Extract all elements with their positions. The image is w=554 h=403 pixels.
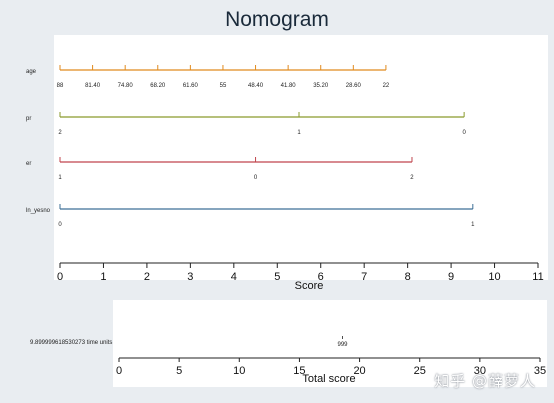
predictor-tick-label: 35.20: [313, 83, 329, 89]
bottom-panel: [113, 300, 547, 387]
score-axis-tick-label: 1: [100, 271, 106, 283]
predictor-tick-label: 55: [220, 83, 227, 89]
predictor-tick-label: 0: [58, 222, 62, 228]
score-axis-tick-label: 6: [318, 271, 324, 283]
total-axis-tick-label: 30: [474, 365, 486, 377]
survival-value: 999: [338, 342, 349, 348]
score-axis-tick-label: 0: [57, 271, 63, 283]
survival-label: 9.899999618530273 time units: [30, 340, 112, 346]
total-axis-tick-label: 5: [176, 365, 182, 377]
predictor-label-er: er: [26, 161, 31, 167]
score-axis-tick-label: 7: [361, 271, 367, 283]
score-axis-tick-label: 2: [144, 271, 150, 283]
predictor-tick-label: 48.40: [248, 83, 264, 89]
predictor-tick-label: 1: [297, 130, 301, 136]
total-axis-tick-label: 25: [414, 365, 426, 377]
score-axis-title: Score: [295, 280, 324, 292]
score-axis-tick-label: 9: [448, 271, 454, 283]
score-axis-tick-label: 4: [231, 271, 237, 283]
predictor-tick-label: 41.80: [281, 83, 297, 89]
total-axis-tick-label: 20: [353, 365, 365, 377]
score-axis-tick-label: 11: [532, 271, 543, 283]
score-axis-tick-label: 5: [274, 271, 280, 283]
total-axis-tick-label: 0: [116, 365, 122, 377]
score-axis-tick-label: 3: [187, 271, 193, 283]
total-axis-title: Total score: [302, 373, 355, 385]
predictor-tick-label: 88: [57, 83, 64, 89]
predictor-label-pr: pr: [26, 116, 31, 122]
total-axis-tick-label: 15: [293, 365, 305, 377]
predictor-tick-label: 61.60: [183, 83, 199, 89]
predictor-tick-label: 2: [58, 130, 62, 136]
chart-title: Nomogram: [225, 8, 329, 31]
score-axis-tick-label: 8: [405, 271, 411, 283]
predictor-tick-label: 68.20: [150, 83, 166, 89]
predictor-label-ln_yesno: ln_yesno: [26, 208, 51, 214]
predictor-tick-label: 0: [254, 175, 258, 181]
predictor-tick-label: 81.40: [85, 83, 101, 89]
predictor-label-age: age: [26, 69, 37, 75]
score-axis-tick-label: 10: [488, 271, 500, 283]
predictor-tick-label: 28.60: [346, 83, 362, 89]
predictor-tick-label: 0: [462, 130, 466, 136]
predictor-tick-label: 22: [383, 83, 390, 89]
total-axis-tick-label: 35: [534, 365, 546, 377]
predictor-tick-label: 74.80: [118, 83, 134, 89]
top-panel: [54, 35, 548, 280]
predictor-tick-label: 1: [471, 222, 475, 228]
watermark: 知乎 @薛萝人: [434, 372, 536, 390]
total-axis-tick-label: 10: [233, 365, 245, 377]
predictor-tick-label: 1: [58, 175, 62, 181]
predictor-tick-label: 2: [410, 175, 414, 181]
